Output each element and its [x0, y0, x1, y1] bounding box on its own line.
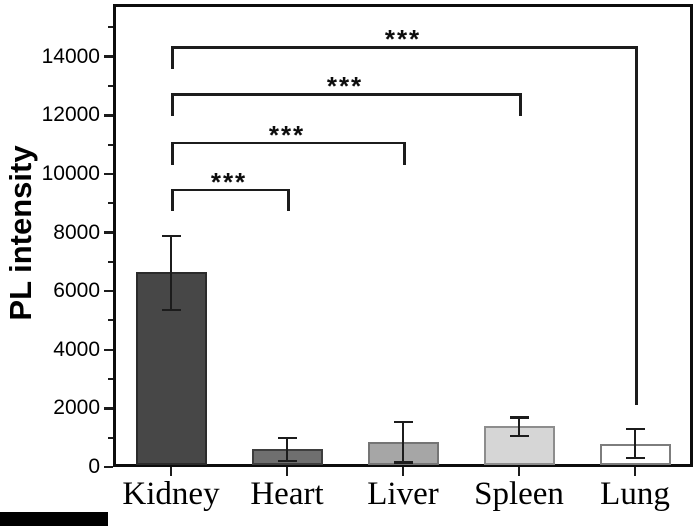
- error-bar-kidney: [169, 235, 173, 311]
- sig-bracket-1-right-arm: [287, 188, 290, 212]
- y-minor-tick: [108, 436, 113, 439]
- y-major-tick: [104, 172, 113, 176]
- sig-bracket-1-label: ***: [210, 166, 248, 197]
- sig-bracket-2-right-arm: [403, 141, 406, 165]
- plot-frame: [113, 4, 693, 467]
- sig-bracket-4-left-arm: [171, 46, 174, 70]
- sig-bracket-1-left-arm: [171, 188, 174, 212]
- x-tick-lung: [633, 467, 637, 476]
- y-tick-label: 0: [88, 455, 100, 478]
- y-minor-tick: [108, 378, 113, 381]
- x-category-label-heart: Heart: [250, 476, 324, 512]
- y-axis-title: PL intensity: [3, 145, 38, 321]
- y-tick-label: 12000: [41, 103, 100, 127]
- y-tick-label: 4000: [53, 337, 100, 361]
- y-major-tick: [104, 55, 113, 58]
- y-major-tick: [104, 231, 113, 234]
- sig-bracket-4-label: ***: [384, 24, 422, 55]
- error-bar-spleen: [517, 417, 521, 437]
- error-cap-top-spleen: [509, 416, 529, 419]
- x-category-label-spleen: Spleen: [474, 476, 564, 512]
- y-tick-label: 10000: [41, 161, 100, 185]
- sig-bracket-3-bar: [171, 93, 522, 96]
- x-category-label-liver: Liver: [367, 476, 439, 512]
- y-minor-tick: [108, 143, 113, 146]
- error-cap-bottom-heart: [277, 459, 297, 463]
- y-major-tick: [104, 114, 113, 117]
- x-tick-spleen: [517, 467, 521, 476]
- sig-bracket-1-bar: [171, 188, 290, 192]
- y-tick-label: 6000: [53, 279, 100, 303]
- y-major-tick: [104, 348, 113, 352]
- sig-bracket-4-bar: [171, 46, 638, 49]
- y-minor-tick: [108, 260, 113, 263]
- sig-bracket-3-right-arm: [519, 93, 522, 117]
- y-minor-tick: [108, 202, 113, 205]
- x-category-label-kidney: Kidney: [122, 476, 220, 512]
- y-minor-tick: [108, 26, 113, 29]
- error-cap-bottom-spleen: [509, 434, 529, 438]
- sig-bracket-2-bar: [171, 141, 406, 145]
- y-major-tick: [104, 289, 113, 293]
- sig-bracket-2-label: ***: [268, 119, 306, 150]
- y-major-tick: [104, 465, 113, 469]
- error-cap-bottom-kidney: [161, 308, 181, 312]
- sig-bracket-4-right-arm: [635, 46, 638, 406]
- error-bar-liver: [401, 421, 405, 463]
- y-tick-label: 14000: [41, 44, 100, 68]
- x-tick-heart: [285, 467, 289, 476]
- bar-kidney: [135, 272, 207, 465]
- sig-bracket-3-label: ***: [326, 71, 364, 102]
- cropped-label-box: [0, 512, 108, 526]
- sig-bracket-3-left-arm: [171, 93, 174, 117]
- y-tick-label: 2000: [53, 396, 100, 420]
- y-tick-label: 8000: [53, 220, 100, 244]
- error-bar-heart: [285, 437, 289, 462]
- x-category-label-lung: Lung: [600, 476, 670, 512]
- error-cap-top-heart: [277, 436, 297, 440]
- x-tick-liver: [401, 467, 405, 476]
- y-major-tick: [104, 407, 113, 410]
- y-minor-tick: [108, 319, 113, 322]
- error-cap-bottom-liver: [393, 461, 413, 464]
- y-minor-tick: [108, 85, 113, 88]
- sig-bracket-2-left-arm: [171, 141, 174, 165]
- error-cap-top-liver: [393, 420, 413, 424]
- error-cap-top-lung: [625, 427, 645, 431]
- error-cap-top-kidney: [161, 234, 181, 237]
- x-tick-kidney: [169, 467, 173, 476]
- error-cap-bottom-lung: [625, 456, 645, 460]
- error-bar-lung: [633, 428, 637, 459]
